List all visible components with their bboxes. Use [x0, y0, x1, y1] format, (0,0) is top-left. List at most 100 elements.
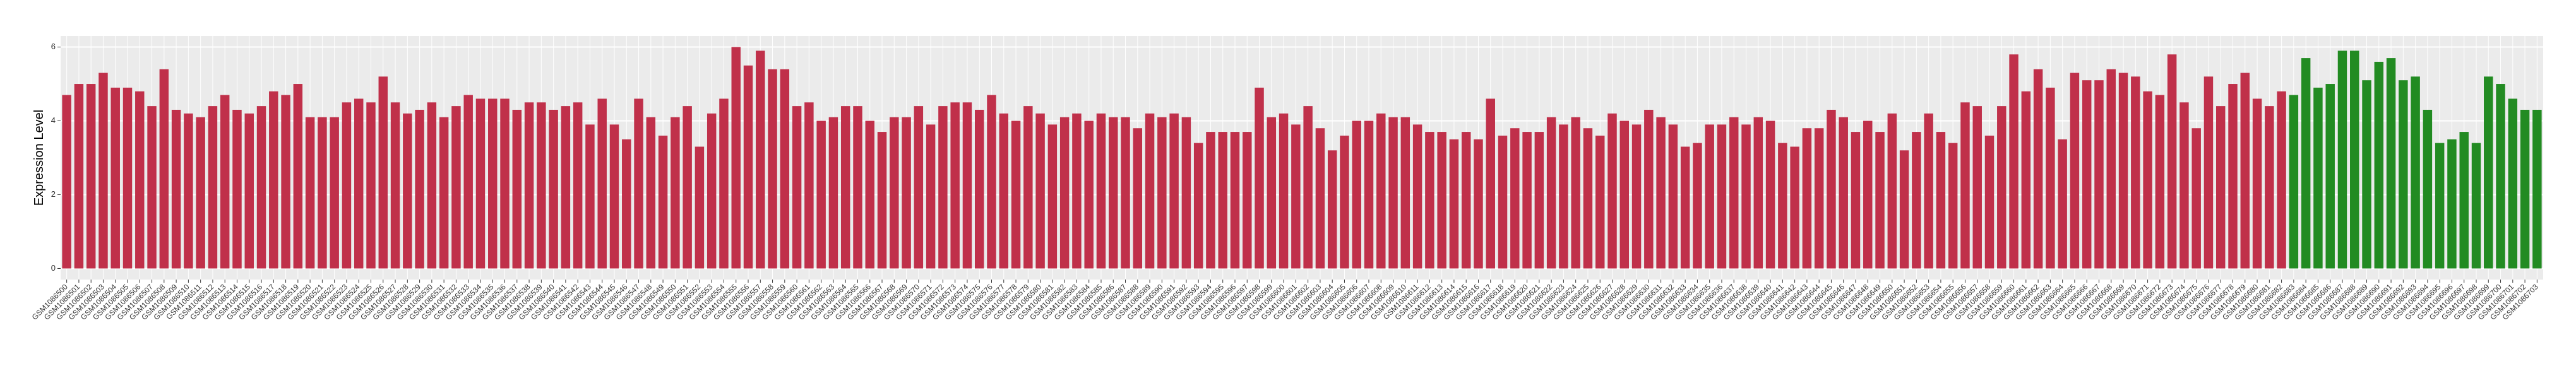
bar: [2313, 87, 2323, 269]
bar: [2484, 76, 2493, 269]
bar: [1206, 132, 1215, 269]
bar: [1449, 139, 1459, 269]
bar: [1303, 106, 1313, 269]
bar: [537, 102, 546, 269]
bar: [719, 98, 729, 269]
bar: [208, 106, 218, 269]
bar: [1839, 117, 1848, 269]
y-tick-label: 0: [51, 263, 56, 273]
bar: [1693, 143, 1702, 269]
y-tick-label: 2: [51, 189, 56, 199]
bar: [342, 102, 352, 269]
bar: [658, 135, 668, 269]
bar: [293, 84, 303, 269]
bar: [86, 84, 96, 269]
bar: [1230, 132, 1240, 269]
bar: [269, 91, 278, 269]
bar: [987, 95, 996, 269]
bar: [1912, 132, 1921, 269]
bar: [500, 98, 510, 269]
bar: [475, 98, 486, 269]
bar: [1109, 117, 1118, 269]
bar: [1474, 139, 1483, 269]
bar: [1546, 117, 1556, 269]
bar: [451, 106, 461, 269]
bar: [549, 109, 558, 269]
bar: [1072, 113, 1082, 269]
bar: [768, 69, 777, 269]
bar: [403, 113, 412, 269]
bar: [828, 117, 838, 269]
bar: [1059, 117, 1070, 269]
bar: [1437, 132, 1446, 269]
bar: [1607, 113, 1617, 269]
bar: [1243, 132, 1252, 269]
bar: [950, 102, 960, 269]
bar: [2118, 73, 2128, 269]
bar: [1924, 113, 1933, 269]
bar: [731, 47, 741, 269]
bar: [2106, 69, 2116, 269]
bar: [1863, 121, 1873, 269]
bar: [1936, 132, 1946, 269]
bar: [171, 109, 181, 269]
bar: [110, 87, 120, 269]
bar: [2496, 84, 2505, 269]
bar: [2325, 84, 2335, 269]
bar: [2508, 98, 2518, 269]
bar: [853, 106, 862, 269]
bar: [1705, 124, 1714, 269]
bar: [220, 95, 230, 269]
bar: [816, 121, 826, 269]
bar: [1181, 117, 1191, 269]
bar: [1291, 124, 1301, 269]
bar: [2058, 139, 2067, 269]
bar: [415, 109, 424, 269]
bar: [1559, 124, 1568, 269]
bar: [1997, 106, 2007, 269]
bar: [2289, 95, 2299, 269]
bar: [488, 98, 498, 269]
y-tick-label: 6: [51, 42, 56, 51]
bar: [1255, 87, 1264, 269]
bar: [354, 98, 364, 269]
bar: [1218, 132, 1227, 269]
bar: [2362, 80, 2371, 269]
bar: [1327, 150, 1337, 269]
bar: [184, 113, 193, 269]
bar: [840, 106, 850, 269]
bar: [1851, 132, 1861, 269]
bar: [1802, 128, 1812, 269]
bar: [2070, 73, 2080, 269]
bar: [1461, 132, 1471, 269]
bar: [1498, 135, 1508, 269]
bar: [2155, 95, 2165, 269]
bar: [2094, 80, 2104, 269]
bar: [1972, 106, 1982, 269]
bar: [1899, 150, 1909, 269]
bar: [2411, 76, 2420, 269]
bar: [756, 50, 765, 269]
bar: [1729, 117, 1739, 269]
bar: [1121, 117, 1130, 269]
bar: [366, 102, 376, 269]
bar: [524, 102, 534, 269]
bar: [1267, 117, 1277, 269]
bar: [743, 65, 753, 269]
bar: [98, 73, 108, 269]
bar: [281, 95, 290, 269]
bar: [1778, 143, 1787, 269]
bar: [2143, 91, 2152, 269]
bar: [1680, 146, 1690, 269]
bar: [1814, 128, 1824, 269]
bar: [597, 98, 607, 269]
bar: [159, 69, 169, 269]
bar: [1571, 117, 1580, 269]
bar: [2215, 106, 2226, 269]
bar: [305, 117, 315, 269]
bar: [1984, 135, 1995, 269]
bar: [330, 117, 339, 269]
bar: [1388, 117, 1398, 269]
bar: [122, 87, 133, 269]
bar: [1522, 132, 1532, 269]
